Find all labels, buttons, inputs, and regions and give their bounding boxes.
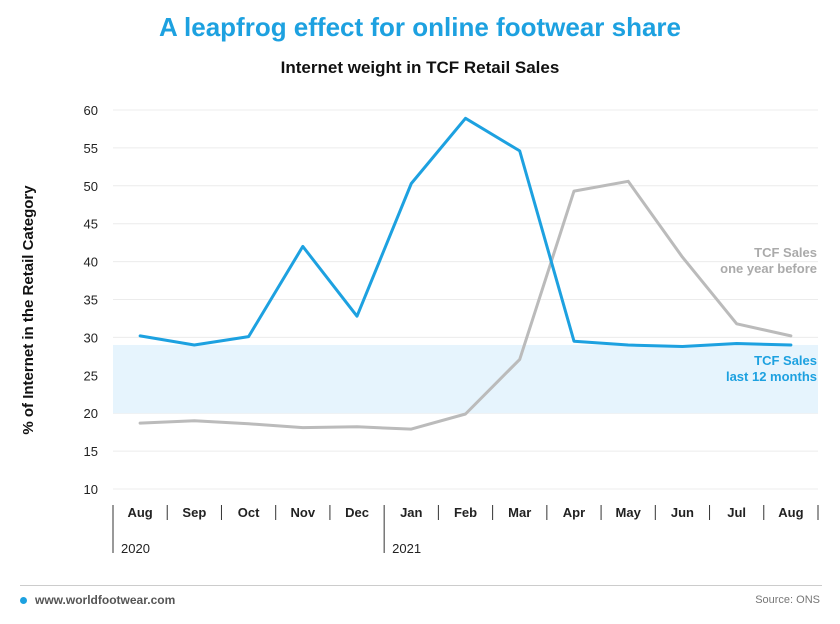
series-lines xyxy=(138,116,793,431)
year-label: 2020 xyxy=(121,541,150,556)
x-tick-label: Apr xyxy=(563,505,585,520)
y-tick-label: 45 xyxy=(84,217,98,232)
chart-title: A leapfrog effect for online footwear sh… xyxy=(158,12,681,42)
y-tick-label: 20 xyxy=(84,406,98,421)
series-line xyxy=(138,116,793,348)
y-tick-label: 25 xyxy=(84,368,98,383)
chart-subtitle: Internet weight in TCF Retail Sales xyxy=(280,58,560,77)
x-tick-label: Nov xyxy=(291,505,316,520)
x-tick-label: Aug xyxy=(127,505,152,520)
footer-website[interactable]: www.worldfootwear.com xyxy=(20,593,175,607)
highlight-band xyxy=(113,344,818,414)
series-label: last 12 months xyxy=(726,369,817,384)
highlight-band-rect xyxy=(113,344,818,414)
x-tick-label: Jan xyxy=(400,505,422,520)
y-tick-label: 50 xyxy=(84,179,98,194)
x-tick-label: May xyxy=(616,505,642,520)
line-chart: 10 15 20 25 30 35 40 45 50 55 60 Aug Sep Oct Nov Dec Ja… xyxy=(84,103,819,556)
y-tick-label: 10 xyxy=(84,482,98,497)
y-tick-label: 35 xyxy=(84,293,98,308)
x-axis: Aug Sep Oct Nov Dec Jan Feb Mar Apr May Jun Jul Aug 2… xyxy=(112,505,819,556)
x-tick-label: Jul xyxy=(727,505,746,520)
y-tick-label: 30 xyxy=(84,330,98,345)
x-tick-label: Sep xyxy=(182,505,206,520)
x-tick-label: Aug xyxy=(778,505,803,520)
series-label: TCF Sales xyxy=(754,245,817,260)
series-label: TCF Sales xyxy=(754,353,817,368)
bullet-icon xyxy=(20,596,27,604)
footer-source: Source: ONS xyxy=(755,594,820,606)
website-link[interactable]: www.worldfootwear.com xyxy=(35,593,176,607)
x-tick-label: Oct xyxy=(238,505,260,520)
y-tick-label: 55 xyxy=(84,141,98,156)
y-tick-label: 40 xyxy=(84,255,98,270)
y-tick-label: 60 xyxy=(84,103,98,118)
x-tick-label: Jun xyxy=(671,505,694,520)
series-line xyxy=(138,179,793,431)
footer-divider xyxy=(20,585,822,586)
y-tick-label: 15 xyxy=(84,444,98,459)
x-tick-label: Feb xyxy=(454,505,477,520)
y-axis-ticks: 10 15 20 25 30 35 40 45 50 55 60 xyxy=(84,103,98,497)
x-tick-label: Mar xyxy=(508,505,531,520)
year-label: 2021 xyxy=(392,541,421,556)
grid-lines xyxy=(113,109,818,490)
series-label: one year before xyxy=(720,261,817,276)
x-tick-label: Dec xyxy=(345,505,369,520)
